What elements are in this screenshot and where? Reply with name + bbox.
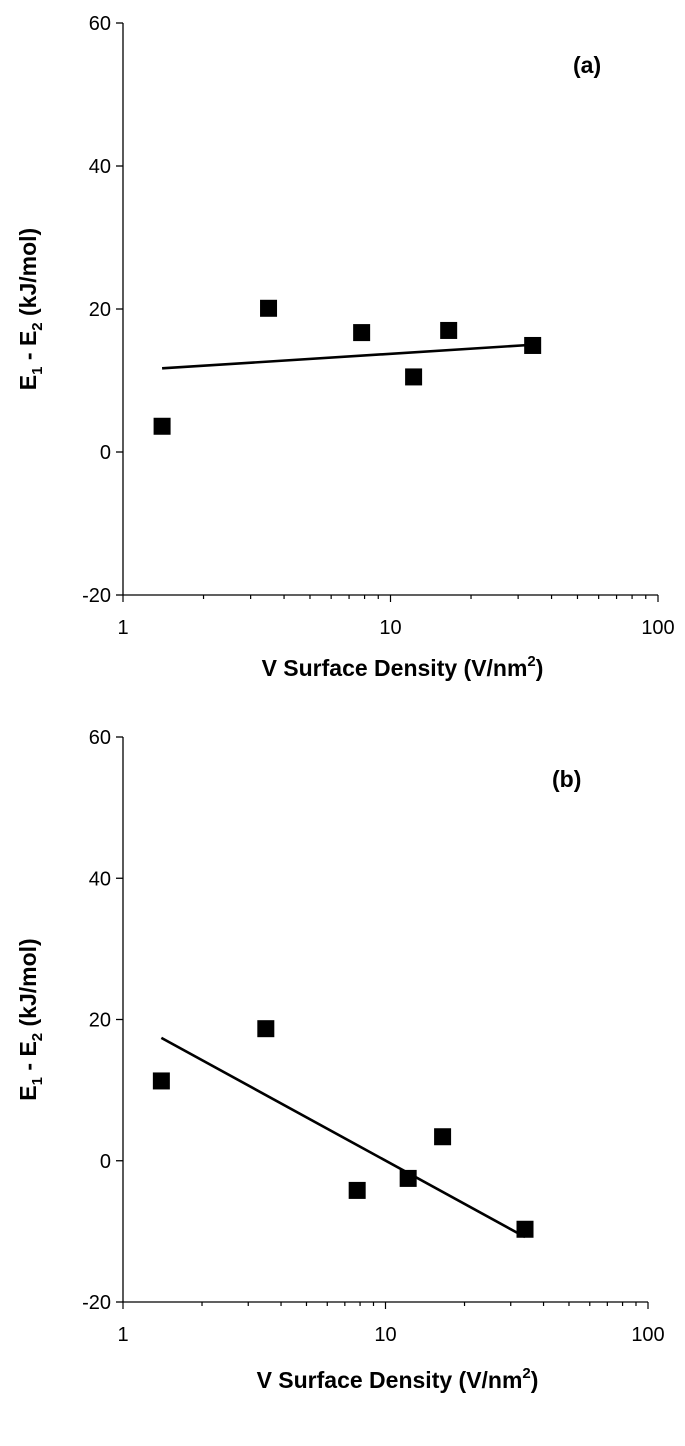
y-axis-title-unit: (kJ/mol) xyxy=(15,938,41,1033)
y-axis-title: E1 - E2 (kJ/mol) xyxy=(15,228,46,390)
y-axis-title: E1 - E2 (kJ/mol) xyxy=(15,938,46,1100)
data-point xyxy=(153,417,171,435)
x-axis-title-main: V Surface Density (V/nm xyxy=(257,1367,523,1393)
panel-label: (b) xyxy=(552,766,581,792)
x-tick-label: 1 xyxy=(117,1324,128,1346)
y-tick-label: 60 xyxy=(89,727,111,749)
y-tick-label: 40 xyxy=(89,868,111,890)
data-point xyxy=(257,1020,275,1038)
data-point xyxy=(434,1128,452,1146)
x-tick-label: 10 xyxy=(379,617,401,639)
y-tick-label: 60 xyxy=(89,13,111,35)
x-tick-label: 100 xyxy=(631,1324,664,1346)
y-tick-label: 20 xyxy=(89,1010,111,1032)
data-point xyxy=(440,321,458,339)
trend-line xyxy=(162,343,533,370)
x-axis-title: V Surface Density (V/nm2) xyxy=(257,1365,539,1393)
x-tick-label: 10 xyxy=(374,1324,396,1346)
x-axis-title-sup: 2 xyxy=(527,653,535,670)
y-axis-title-sub2: 2 xyxy=(29,1033,46,1041)
y-tick-label: -20 xyxy=(82,585,111,607)
y-axis-title-e1: E xyxy=(15,1085,41,1100)
y-axis-title-unit: (kJ/mol) xyxy=(15,228,41,323)
x-tick-label: 100 xyxy=(641,617,674,639)
panel-label: (a) xyxy=(573,52,601,78)
y-axis-title-sub2: 2 xyxy=(29,322,46,330)
x-tick-label: 1 xyxy=(117,617,128,639)
y-axis-title-sub1: 1 xyxy=(29,367,46,375)
y-tick-label: 0 xyxy=(100,442,111,464)
data-point xyxy=(405,368,423,386)
data-point xyxy=(516,1220,534,1238)
y-tick-label: 0 xyxy=(100,1151,111,1173)
x-axis-title-sup: 2 xyxy=(522,1365,530,1382)
y-tick-label: 20 xyxy=(89,299,111,321)
trend-line xyxy=(160,1036,526,1239)
data-point xyxy=(260,299,278,317)
y-axis-title-e2: - E xyxy=(15,331,41,367)
y-tick-label: -20 xyxy=(82,1292,111,1314)
data-point xyxy=(399,1169,417,1187)
x-axis-title-main: V Surface Density (V/nm xyxy=(262,655,528,681)
data-point xyxy=(353,324,371,342)
x-axis-title-end: ) xyxy=(531,1367,539,1393)
x-axis-title: V Surface Density (V/nm2) xyxy=(262,653,544,681)
y-tick-label: 40 xyxy=(89,156,111,178)
y-axis-title-e2: - E xyxy=(15,1041,41,1077)
data-point xyxy=(348,1181,366,1199)
y-axis-title-sub1: 1 xyxy=(29,1077,46,1085)
data-point xyxy=(524,336,542,354)
x-axis-title-end: ) xyxy=(536,655,544,681)
data-point xyxy=(152,1072,170,1090)
y-axis-title-e1: E xyxy=(15,375,41,390)
